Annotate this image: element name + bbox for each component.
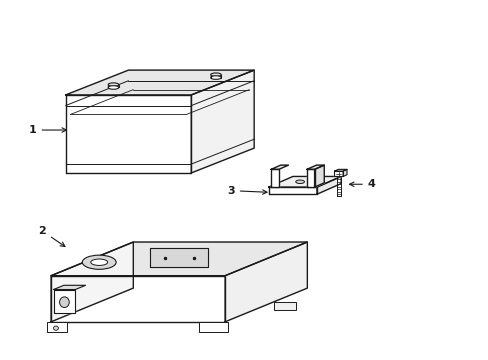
Polygon shape [51,242,307,276]
Ellipse shape [108,83,119,86]
Bar [198,322,227,332]
Polygon shape [51,242,133,322]
Polygon shape [314,165,324,187]
Polygon shape [306,165,324,169]
Polygon shape [224,242,307,322]
Polygon shape [191,70,254,173]
Polygon shape [306,169,314,187]
Text: 2: 2 [39,226,65,247]
Ellipse shape [108,86,119,89]
Ellipse shape [82,255,116,269]
Ellipse shape [53,326,58,330]
Polygon shape [270,169,278,187]
Bar [274,302,296,310]
Polygon shape [316,176,341,194]
Polygon shape [51,276,224,322]
Polygon shape [336,176,340,196]
Polygon shape [65,95,191,173]
Polygon shape [343,169,346,176]
Text: 3: 3 [227,186,266,195]
Polygon shape [150,248,208,267]
Ellipse shape [91,259,107,265]
Ellipse shape [295,180,304,184]
Polygon shape [53,285,85,289]
Polygon shape [268,187,316,194]
Polygon shape [53,289,75,312]
Ellipse shape [210,76,221,79]
Polygon shape [270,165,288,169]
Ellipse shape [60,297,69,307]
Polygon shape [334,169,346,171]
Ellipse shape [210,73,221,77]
Polygon shape [334,171,343,176]
Bar [47,322,66,332]
Text: 4: 4 [349,179,375,189]
Text: 1: 1 [29,125,66,135]
Polygon shape [268,176,341,187]
Polygon shape [65,70,254,95]
